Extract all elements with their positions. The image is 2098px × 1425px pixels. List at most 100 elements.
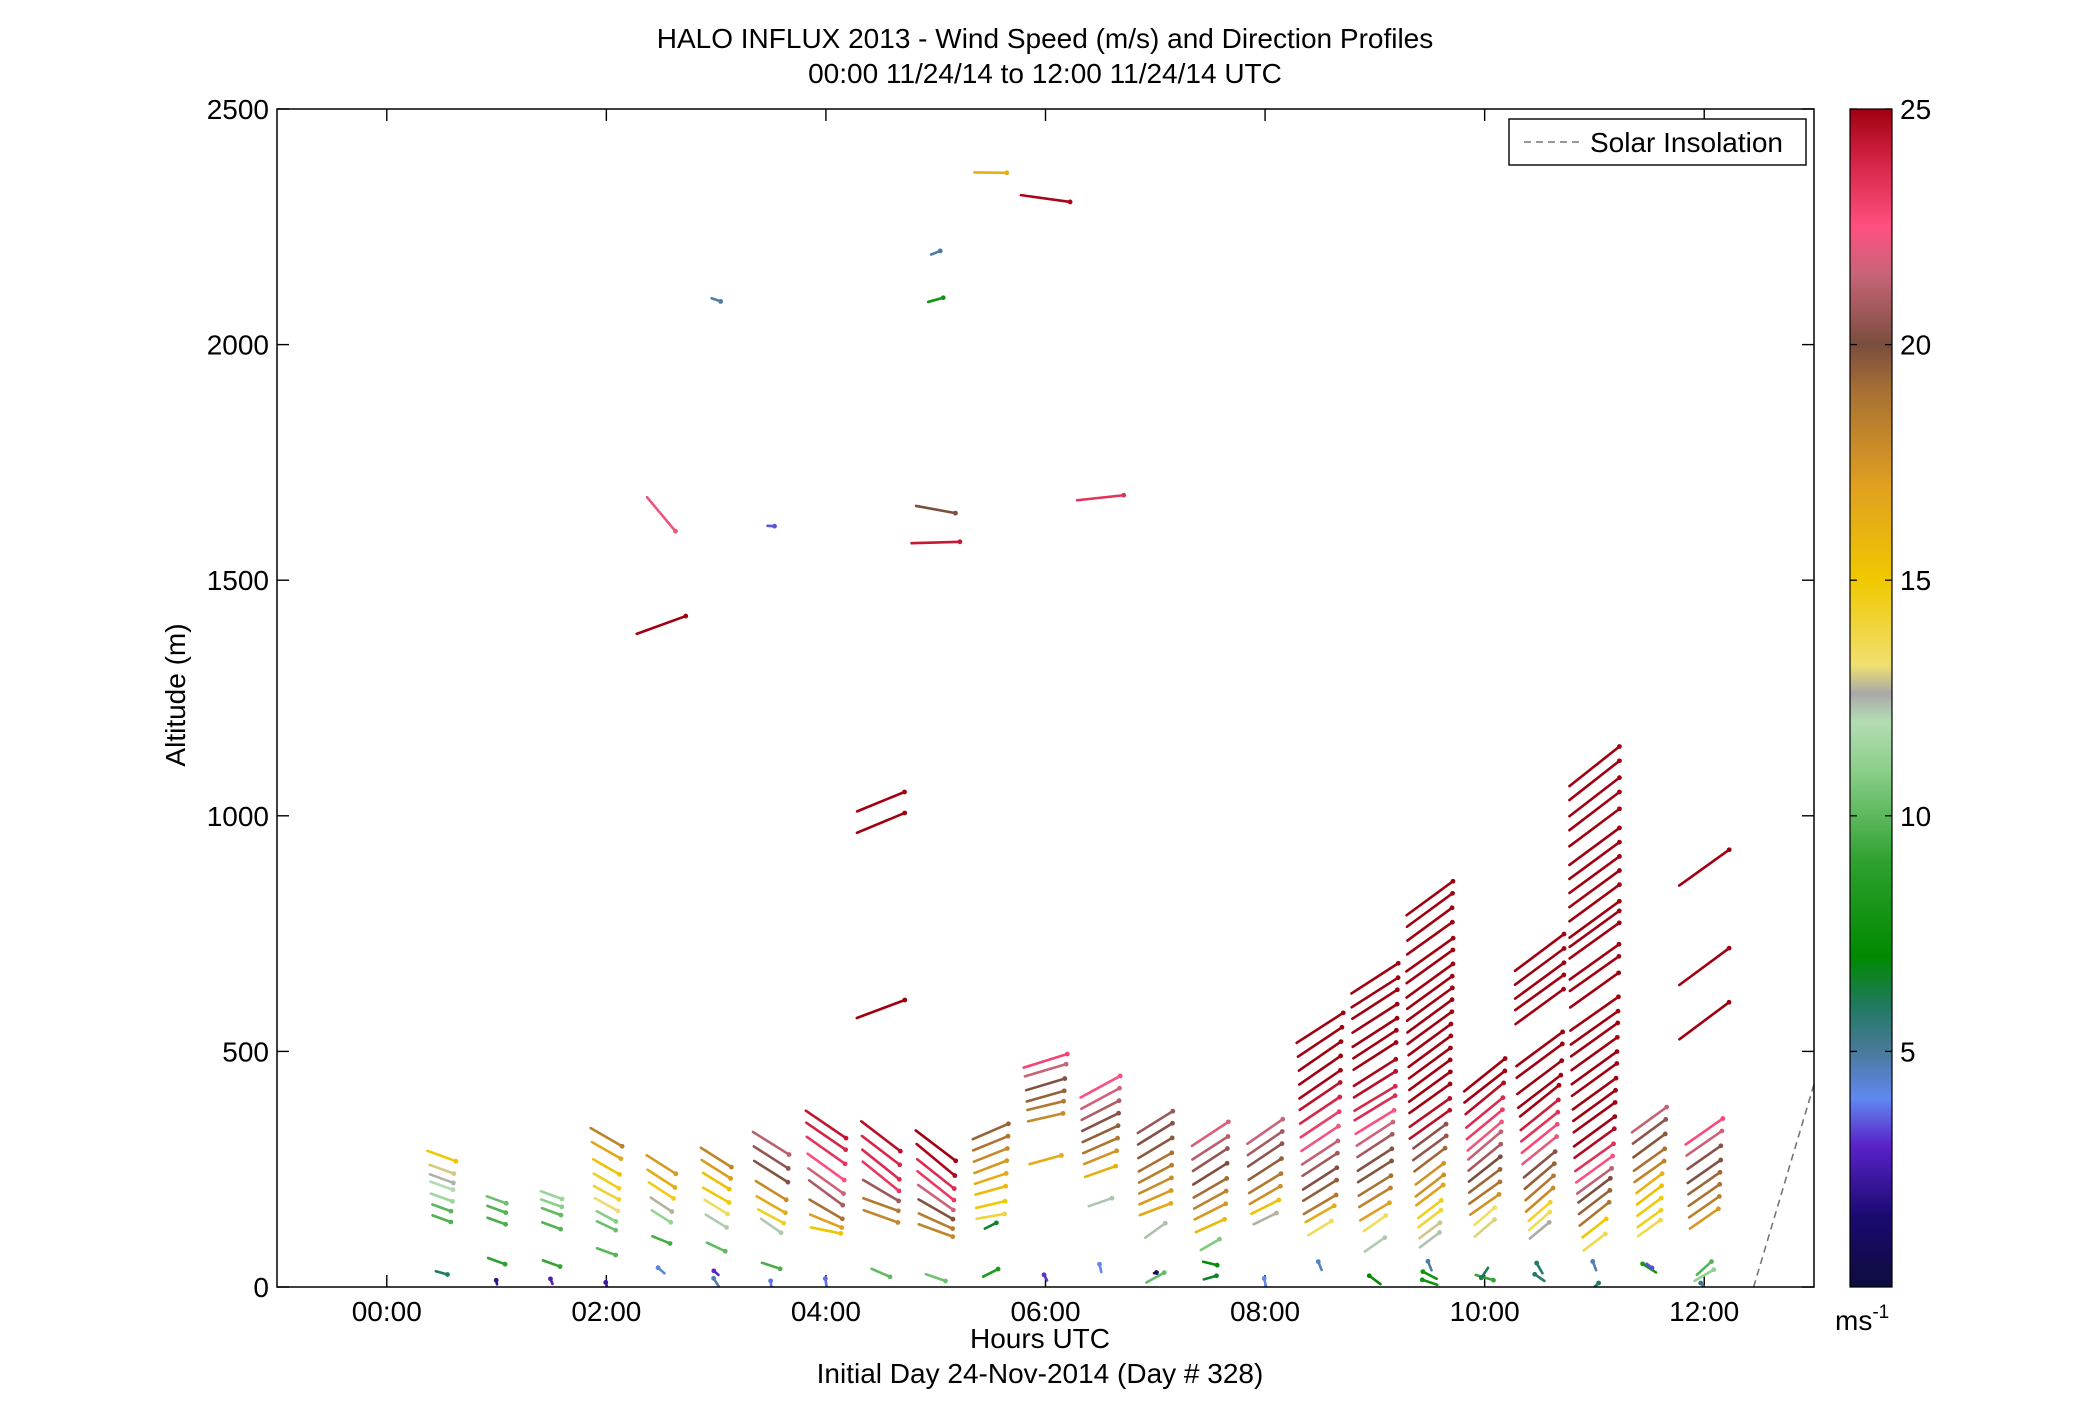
wind-vector: [1467, 1130, 1503, 1161]
wind-vector-head: [953, 510, 958, 516]
wind-vector: [1684, 1117, 1725, 1146]
wind-vector-head: [1279, 1141, 1285, 1147]
wind-vector: [1405, 962, 1455, 999]
wind-vector-head: [1448, 1033, 1454, 1039]
wind-vector-head: [1329, 1218, 1334, 1224]
wind-vector-head: [673, 528, 678, 534]
wind-vector-head: [1617, 744, 1622, 749]
wind-vector-head: [726, 1200, 732, 1205]
wind-vector: [1518, 1083, 1561, 1118]
wind-vector-head: [1443, 1133, 1449, 1139]
wind-vector-head: [1617, 825, 1622, 831]
wind-vector: [649, 1196, 674, 1213]
wind-vector-head: [1393, 1068, 1399, 1074]
wind-vector-head: [1063, 1061, 1069, 1067]
wind-vector-head: [1450, 935, 1456, 941]
wind-vector-head: [1004, 1158, 1010, 1164]
wind-vector-head: [557, 1264, 563, 1269]
wind-vector-head: [619, 1143, 625, 1149]
wind-vector-head: [842, 1161, 848, 1167]
wind-vector: [1022, 1052, 1069, 1069]
wind-vector-head: [616, 1185, 622, 1191]
wind-vector-head: [616, 1197, 622, 1202]
wind-vector-head: [1616, 898, 1622, 904]
wind-vector: [1416, 1199, 1443, 1220]
wind-vector-head: [1550, 1185, 1556, 1191]
wind-vector: [915, 1142, 957, 1177]
wind-vector-head: [1109, 1195, 1115, 1201]
wind-vector-head: [450, 1198, 455, 1204]
wind-vector-head: [1394, 1001, 1400, 1007]
y-tick-label: 1000: [207, 801, 269, 832]
wind-vector-head: [786, 1152, 792, 1157]
wind-vector-head: [1440, 1182, 1446, 1188]
wind-vector-head: [895, 1220, 901, 1225]
wind-vector-head: [559, 1204, 565, 1210]
wind-vector-head: [1716, 1193, 1722, 1199]
wind-vector-head: [1224, 1176, 1230, 1181]
wind-vector: [915, 1157, 956, 1190]
wind-vector-head: [559, 1196, 565, 1202]
wind-vector-head: [772, 523, 777, 529]
wind-vector: [1572, 1101, 1617, 1134]
wind-vector: [485, 1195, 508, 1205]
wind-vector-head: [718, 299, 724, 304]
wind-vector-head: [785, 1166, 791, 1171]
wind-vector: [1201, 1260, 1219, 1267]
wind-vector-head: [943, 1278, 948, 1284]
wind-vector-head: [1448, 1021, 1454, 1027]
wind-vector: [1301, 1151, 1339, 1178]
wind-vector-head: [1617, 775, 1622, 781]
wind-vector: [1190, 1120, 1230, 1148]
wind-vector: [1353, 1094, 1397, 1122]
y-tick-label: 0: [253, 1272, 269, 1303]
wind-vector-head: [1602, 1231, 1608, 1237]
x-axis-ticks: 00:00 02:00 04:00 06:00 08:00 10:00 12:00: [352, 109, 1739, 1327]
wind-vector-head: [603, 1280, 609, 1285]
wind-vector-head: [1334, 1177, 1339, 1183]
wind-vector-head: [1395, 960, 1401, 966]
wind-vector: [973, 1159, 1009, 1175]
wind-vector-head: [1334, 1165, 1340, 1171]
wind-vector: [807, 1167, 845, 1195]
x-tick-label: 08:00: [1230, 1296, 1300, 1327]
wind-vector-head: [1617, 868, 1622, 873]
wind-vector-head: [558, 1212, 564, 1218]
wind-vector-head: [1340, 1010, 1346, 1016]
wind-vector: [1355, 1120, 1395, 1147]
wind-vector: [429, 1180, 455, 1192]
wind-vector-head: [1442, 1145, 1448, 1151]
wind-vector-head: [1709, 1259, 1714, 1264]
wind-vector: [1192, 1189, 1228, 1210]
wind-vector: [972, 1147, 1009, 1163]
wind-vector-head: [1390, 1119, 1396, 1125]
y-tick-label: 500: [222, 1036, 269, 1067]
wind-vector: [916, 1169, 956, 1202]
x-axis-label-2: Initial Day 24-Nov-2014 (Day # 328): [817, 1358, 1264, 1389]
wind-vector: [1407, 1070, 1452, 1103]
wind-vector-head: [1003, 1171, 1009, 1176]
wind-vector: [541, 1259, 562, 1268]
wind-vector-head: [1214, 1273, 1219, 1279]
wind-vector-head: [1003, 1183, 1009, 1189]
wind-vector: [862, 1208, 900, 1224]
wind-vector-head: [951, 1186, 957, 1192]
wind-vector-head: [1663, 1117, 1669, 1122]
wind-vector-head: [1005, 1133, 1011, 1139]
wind-vector: [700, 1158, 732, 1180]
wind-vector: [1570, 1062, 1619, 1098]
wind-vector-head: [1392, 1093, 1398, 1099]
wind-vector-head: [995, 1266, 1001, 1272]
wind-vector-head: [1389, 1158, 1394, 1164]
wind-vector-head: [1617, 806, 1622, 812]
wind-vector-head: [453, 1158, 459, 1164]
wind-vector: [1247, 1172, 1283, 1195]
wind-vector-head: [1059, 1152, 1064, 1158]
wind-vector: [1524, 1186, 1555, 1213]
wind-vector: [924, 1272, 947, 1283]
wind-vector: [974, 1184, 1008, 1196]
wind-vector-head: [1115, 1135, 1120, 1141]
wind-vector-head: [1726, 999, 1732, 1005]
wind-vector-head: [683, 613, 689, 619]
wind-vector: [1524, 1174, 1555, 1202]
